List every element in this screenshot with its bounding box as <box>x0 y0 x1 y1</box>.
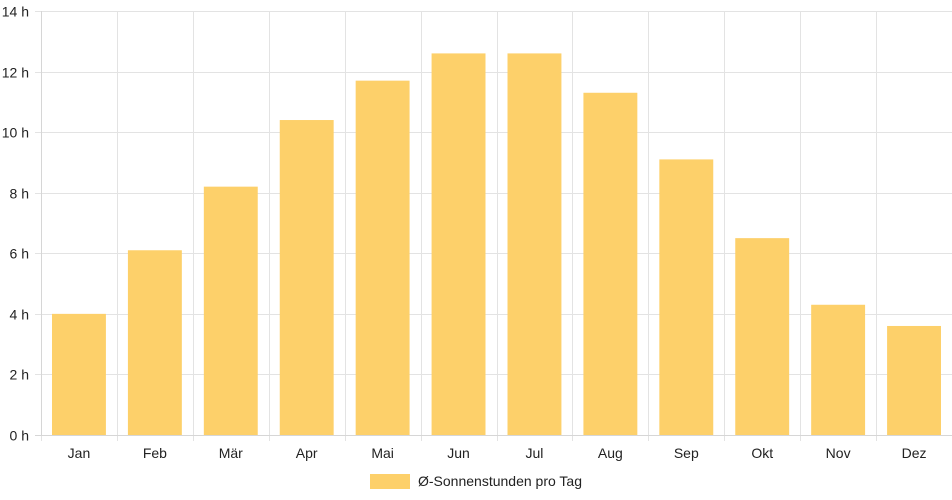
x-tick-label: Apr <box>296 445 318 461</box>
grid-lines <box>35 11 952 441</box>
x-tick-label: Jul <box>526 445 544 461</box>
bar-jun <box>431 53 486 436</box>
y-tick-label: 4 h <box>10 307 29 323</box>
bar-jan <box>52 313 106 435</box>
bar-nov <box>811 304 866 435</box>
legend: Ø-Sonnenstunden pro Tag <box>370 473 582 489</box>
bar-mär <box>203 186 258 435</box>
x-tick-label: Okt <box>751 445 773 461</box>
x-tick-label: Feb <box>143 445 167 461</box>
legend-label: Ø-Sonnenstunden pro Tag <box>418 473 582 489</box>
bars <box>52 53 941 436</box>
x-tick-label: Dez <box>902 445 927 461</box>
bar-apr <box>279 120 334 436</box>
y-tick-label: 6 h <box>10 246 29 262</box>
bar-jul <box>507 53 562 436</box>
x-tick-label: Jun <box>447 445 470 461</box>
x-tick-label: Aug <box>598 445 623 461</box>
bar-mai <box>355 80 410 436</box>
x-tick-label: Mär <box>219 445 243 461</box>
x-tick-label: Jan <box>68 445 91 461</box>
y-tick-label: 2 h <box>10 367 29 383</box>
y-tick-label: 14 h <box>2 4 29 20</box>
x-tick-label: Mai <box>371 445 394 461</box>
bar-feb <box>127 250 182 435</box>
y-tick-label: 10 h <box>2 125 29 141</box>
legend-swatch <box>370 474 410 489</box>
bar-aug <box>583 92 638 436</box>
axes: 0 h 2 h 4 h 6 h 8 h 10 h 12 h 14 h Jan Feb Mär Apr M… <box>2 4 952 461</box>
y-tick-label: 0 h <box>10 428 29 444</box>
bar-okt <box>735 238 790 435</box>
y-tick-label: 12 h <box>2 65 29 81</box>
y-tick-label: 8 h <box>10 186 29 202</box>
x-tick-label: Sep <box>674 445 699 461</box>
x-tick-label: Nov <box>826 445 851 461</box>
bar-dez <box>887 325 941 435</box>
bar-sep <box>659 159 714 435</box>
